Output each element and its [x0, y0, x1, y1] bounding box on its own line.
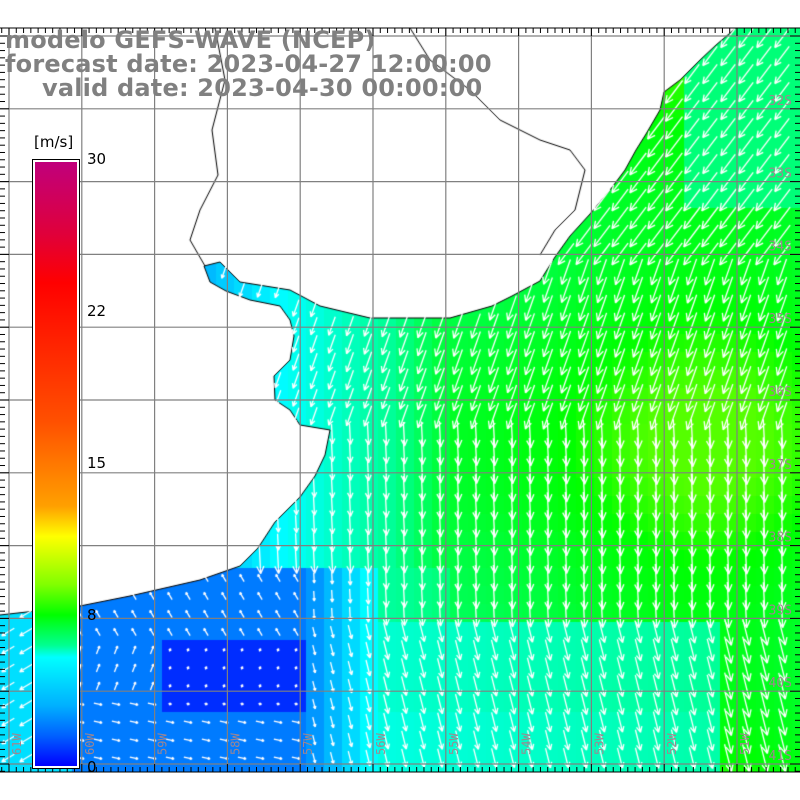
lat-label: 33S	[769, 167, 792, 182]
lon-label: 51W	[738, 733, 752, 755]
model-title: modelo GEFS-WAVE (NCEP)	[5, 26, 376, 54]
forecast-date: forecast date: 2023-04-27 12:00:00	[5, 50, 492, 78]
colorbar-unit: [m/s]	[34, 133, 74, 151]
lon-label: 53W	[592, 733, 606, 755]
lat-label: 35S	[769, 312, 792, 327]
lat-label: 38S	[769, 531, 792, 546]
lat-lon-grid	[0, 28, 800, 772]
colorbar-tick-8: 8	[87, 606, 97, 624]
lat-label: 37S	[769, 458, 792, 473]
valid-date: valid date: 2023-04-30 00:00:00	[42, 74, 483, 102]
lon-label: 61W	[10, 733, 24, 755]
colorbar-gradient	[35, 162, 77, 766]
lon-label: 56W	[374, 733, 388, 755]
frame-ticks	[0, 27, 800, 773]
lat-label: 36S	[769, 385, 792, 400]
latitude-labels: 32S 33S 34S 35S 36S 37S 38S 39S 40S 41S	[769, 94, 792, 764]
lat-label: 34S	[769, 239, 792, 254]
lat-label: 39S	[769, 603, 792, 618]
lat-label: 41S	[769, 749, 792, 764]
colorbar-tick-15: 15	[87, 454, 107, 472]
colorbar-tick-30: 30	[87, 150, 107, 168]
lon-label: 54W	[520, 733, 534, 755]
colorbar	[32, 159, 80, 769]
lon-label: 52W	[665, 733, 679, 755]
lon-label: 58W	[228, 733, 242, 755]
lon-label: 59W	[156, 733, 170, 755]
longitude-labels: 61W 60W 59W 58W 57W 56W 55W 54W 53W 52W 51W	[10, 733, 752, 755]
lon-label: 57W	[301, 733, 315, 755]
colorbar-tick-22: 22	[87, 302, 107, 320]
lon-label: 55W	[447, 733, 461, 755]
lat-label: 40S	[769, 676, 792, 691]
lat-label: 32S	[769, 94, 792, 109]
lon-label: 60W	[83, 733, 97, 755]
colorbar-tick-0: 0	[87, 758, 97, 776]
